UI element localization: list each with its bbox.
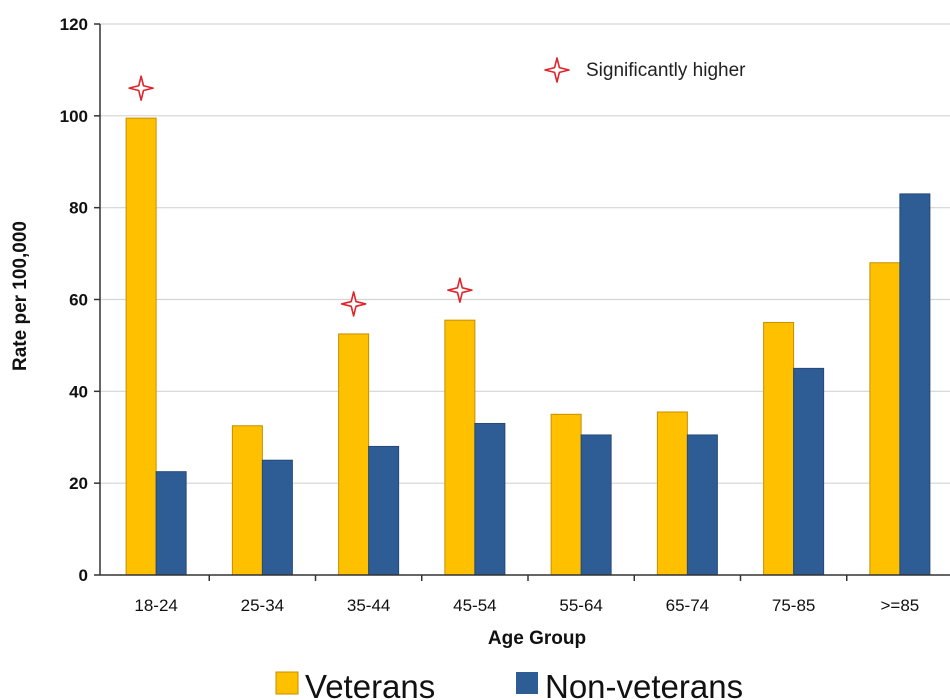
bar-veterans-35-44 (338, 333, 370, 576)
bar-veterans-45-54 (444, 319, 476, 576)
bar-non-veterans-75-85 (793, 367, 825, 576)
significance-star-icon (128, 75, 154, 101)
bar-non-veterans-55-64 (580, 434, 612, 576)
bar-non-veterans-35-44 (368, 445, 400, 576)
legend-label-non-veterans: Non-veterans (545, 668, 743, 700)
significance-star-shape (544, 57, 570, 83)
significance-markers (128, 75, 473, 317)
x-tick-label: 45-54 (453, 596, 496, 615)
x-tick-label: 65-74 (666, 596, 709, 615)
y-tick-label: 0 (79, 566, 88, 585)
bars (125, 117, 931, 576)
bar-veterans-65-74 (656, 411, 688, 576)
legend-swatch-non-veterans (516, 672, 538, 694)
annotation-box: Significantly higher (544, 57, 746, 83)
bar-non-veterans->=85 (899, 193, 931, 576)
bar-veterans-75-85 (763, 321, 795, 576)
y-tick-label: 80 (69, 199, 88, 218)
legend-label-veterans: Veterans (305, 668, 435, 700)
significance-star-icon (447, 277, 473, 303)
x-tick-label: 55-64 (559, 596, 602, 615)
x-tick-label: >=85 (880, 596, 919, 615)
bar-non-veterans-25-34 (261, 459, 293, 576)
y-tick-label: 20 (69, 474, 88, 493)
annotation-label: Significantly higher (586, 60, 746, 81)
x-axis-title: Age Group (488, 628, 586, 649)
y-tick-label: 100 (60, 107, 88, 126)
y-tick-label: 120 (60, 15, 88, 34)
y-axis-title: Rate per 100,000 (10, 221, 31, 371)
x-tick-label: 35-44 (347, 596, 390, 615)
bar-veterans-18-24 (125, 117, 157, 576)
y-tick-label: 40 (69, 382, 88, 401)
bar-non-veterans-18-24 (155, 471, 187, 576)
x-tick-label: 75-85 (772, 596, 815, 615)
x-tick-label: 25-34 (241, 596, 284, 615)
axes (94, 23, 950, 581)
significance-star-icon (340, 291, 367, 317)
y-tick-label: 60 (69, 291, 88, 310)
bar-veterans->=85 (869, 262, 901, 576)
bar-non-veterans-65-74 (686, 434, 718, 576)
significance-star-icon (544, 57, 570, 83)
bar-veterans-25-34 (231, 425, 263, 576)
x-tick-label: 18-24 (134, 596, 177, 615)
legend: Veterans Non-veterans (275, 668, 743, 700)
bar-veterans-55-64 (550, 413, 582, 576)
legend-swatch-veterans (275, 671, 299, 695)
tick-labels: 0 20 40 60 80 100 120 18-24 25-34 35-44 45-54 55-64… (60, 15, 920, 615)
bar-non-veterans-45-54 (474, 422, 506, 576)
